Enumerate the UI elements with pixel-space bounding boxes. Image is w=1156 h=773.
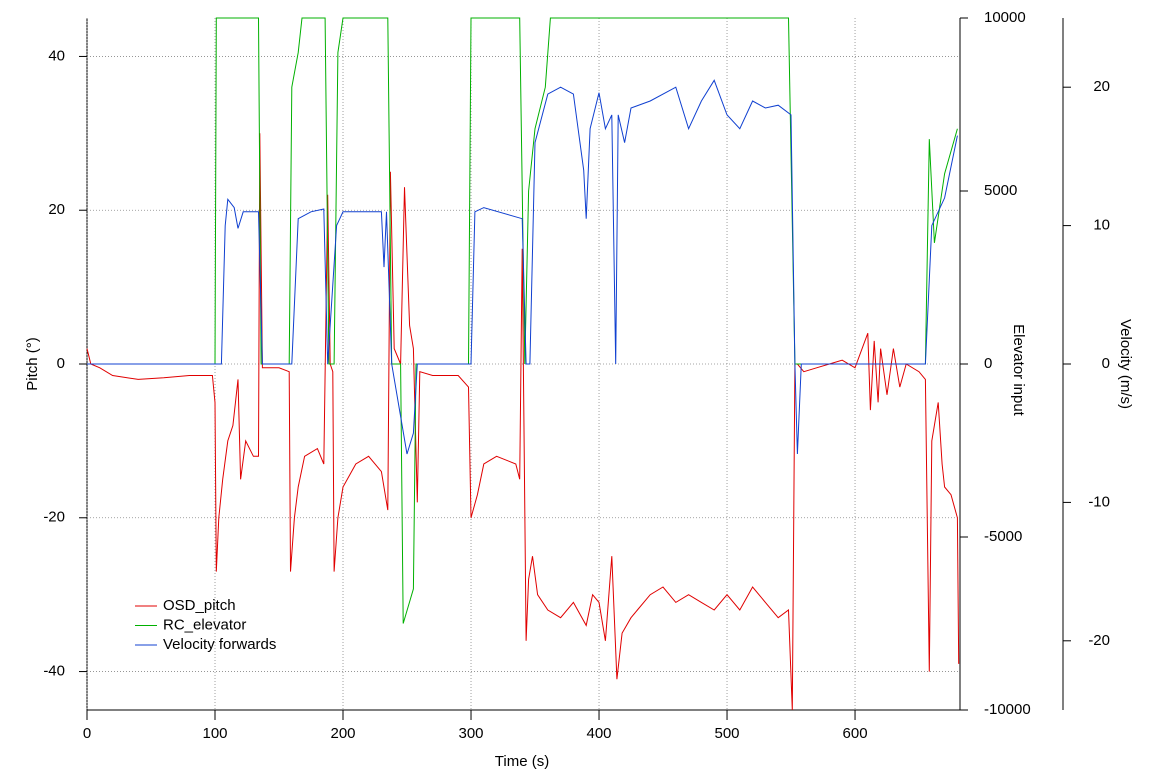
y2-tick-label: -10000: [984, 701, 1031, 718]
y-axis-label: Pitch (°): [24, 337, 41, 391]
x-tick-label: 0: [83, 725, 91, 742]
x-tick-label: 500: [715, 725, 740, 742]
legend-label: RC_elevator: [163, 616, 246, 633]
y3-tick-label: -20: [1088, 632, 1110, 649]
y-tick-label: 40: [48, 47, 65, 64]
x-axis-label: Time (s): [495, 753, 549, 770]
x-tick-label: 100: [202, 725, 227, 742]
y2-tick-label: 10000: [984, 9, 1026, 26]
y3-tick-label: 20: [1093, 78, 1110, 95]
y2-tick-label: -5000: [984, 528, 1022, 545]
series-line: [87, 17, 958, 624]
x-tick-label: 600: [843, 725, 868, 742]
y3-axis-label: Velocity (m/s): [1117, 319, 1134, 409]
x-tick-label: 300: [459, 725, 484, 742]
y2-tick-label: 0: [984, 355, 992, 372]
x-tick-label: 400: [587, 725, 612, 742]
x-tick-label: 200: [330, 725, 355, 742]
y-tick-label: 20: [48, 201, 65, 218]
y-tick-label: -20: [43, 509, 65, 526]
series-line: [87, 79, 958, 455]
y-tick-label: -40: [43, 663, 65, 680]
legend-label: Velocity forwards: [163, 636, 276, 653]
y2-tick-label: 5000: [984, 182, 1017, 199]
y-tick-label: 0: [57, 355, 65, 372]
y3-tick-label: 10: [1093, 217, 1110, 234]
y3-tick-label: -10: [1088, 493, 1110, 510]
y3-tick-label: 0: [1102, 355, 1110, 372]
y2-axis-label: Elevator input: [1010, 324, 1027, 417]
legend-label: OSD_pitch: [163, 597, 236, 614]
series-line: [86, 133, 960, 711]
